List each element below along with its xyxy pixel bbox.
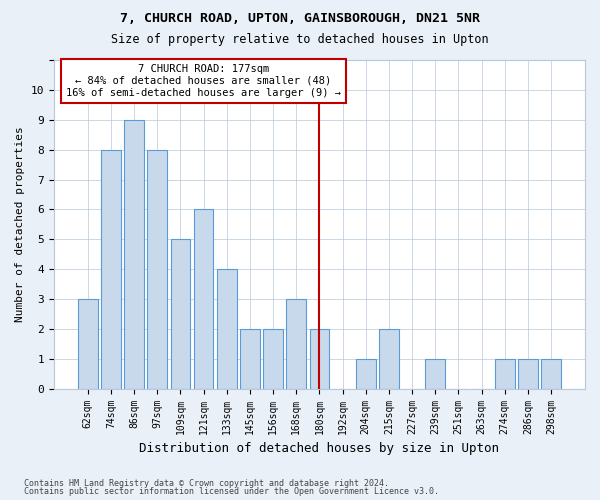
- Bar: [124, 120, 144, 388]
- Bar: [217, 269, 236, 388]
- Bar: [148, 150, 167, 388]
- Bar: [240, 329, 260, 388]
- Text: 7, CHURCH ROAD, UPTON, GAINSBOROUGH, DN21 5NR: 7, CHURCH ROAD, UPTON, GAINSBOROUGH, DN2…: [120, 12, 480, 26]
- Bar: [425, 359, 445, 388]
- Y-axis label: Number of detached properties: Number of detached properties: [15, 126, 25, 322]
- X-axis label: Distribution of detached houses by size in Upton: Distribution of detached houses by size …: [139, 442, 499, 455]
- Bar: [194, 210, 214, 388]
- Bar: [379, 329, 399, 388]
- Bar: [78, 299, 98, 388]
- Bar: [518, 359, 538, 388]
- Bar: [495, 359, 515, 388]
- Bar: [541, 359, 561, 388]
- Text: Contains public sector information licensed under the Open Government Licence v3: Contains public sector information licen…: [24, 487, 439, 496]
- Bar: [263, 329, 283, 388]
- Bar: [101, 150, 121, 388]
- Text: 7 CHURCH ROAD: 177sqm
← 84% of detached houses are smaller (48)
16% of semi-deta: 7 CHURCH ROAD: 177sqm ← 84% of detached …: [66, 64, 341, 98]
- Bar: [356, 359, 376, 388]
- Bar: [286, 299, 306, 388]
- Bar: [170, 240, 190, 388]
- Text: Contains HM Land Registry data © Crown copyright and database right 2024.: Contains HM Land Registry data © Crown c…: [24, 478, 389, 488]
- Text: Size of property relative to detached houses in Upton: Size of property relative to detached ho…: [111, 32, 489, 46]
- Bar: [310, 329, 329, 388]
